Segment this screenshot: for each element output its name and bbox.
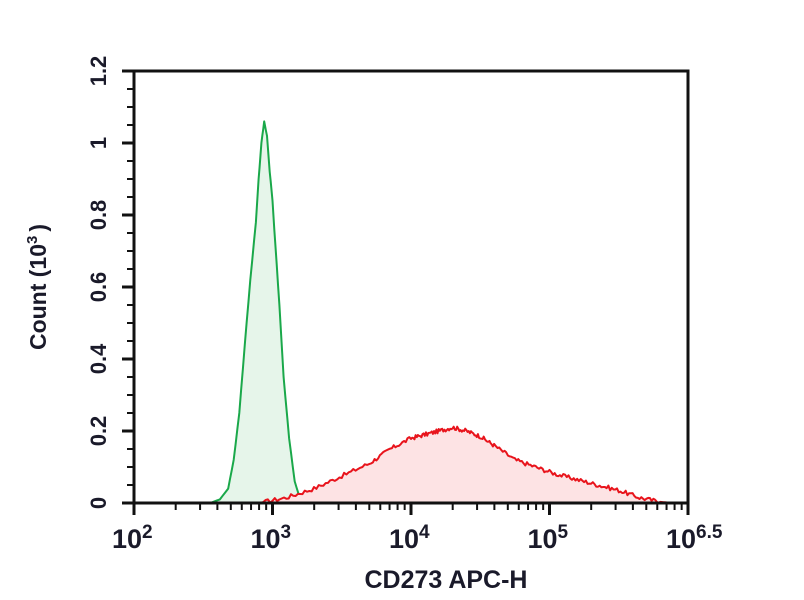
y-tick-labels: 0 0.2 0.4 0.6 0.8 1 1.2 — [86, 56, 111, 509]
x-tick-label: 105 — [528, 522, 569, 554]
x-tick-label: 103 — [251, 522, 292, 554]
x-tick-label: 104 — [389, 522, 430, 554]
y-label-close: ) — [25, 224, 51, 232]
y-tick-label: 0.4 — [86, 343, 111, 374]
y-tick-label: 0.2 — [86, 416, 111, 447]
x-axis-label: CD273 APC-H — [364, 566, 527, 594]
y-label-base: Count (10 — [25, 244, 51, 350]
y-tick-label: 1 — [86, 137, 111, 149]
axes — [122, 69, 690, 515]
y-tick-label: 0.6 — [86, 272, 111, 303]
y-axis-label: Count (103) — [24, 224, 51, 350]
y-tick-label: 1.2 — [86, 56, 111, 87]
y-tick-label: 0 — [86, 497, 111, 509]
plot-area — [209, 120, 675, 504]
svg-text:Count (103): Count (103) — [24, 224, 51, 350]
series-fill — [210, 121, 308, 504]
series-line — [209, 120, 308, 504]
y-label-exp: 3 — [24, 236, 41, 244]
x-tick-label: 106.5 — [666, 522, 723, 554]
series-fill — [258, 426, 675, 503]
x-tick-labels: 102 103 104 105 106.5 — [112, 522, 723, 554]
y-tick-label: 0.8 — [86, 200, 111, 231]
series-line — [258, 425, 675, 504]
x-tick-label: 102 — [112, 522, 153, 554]
